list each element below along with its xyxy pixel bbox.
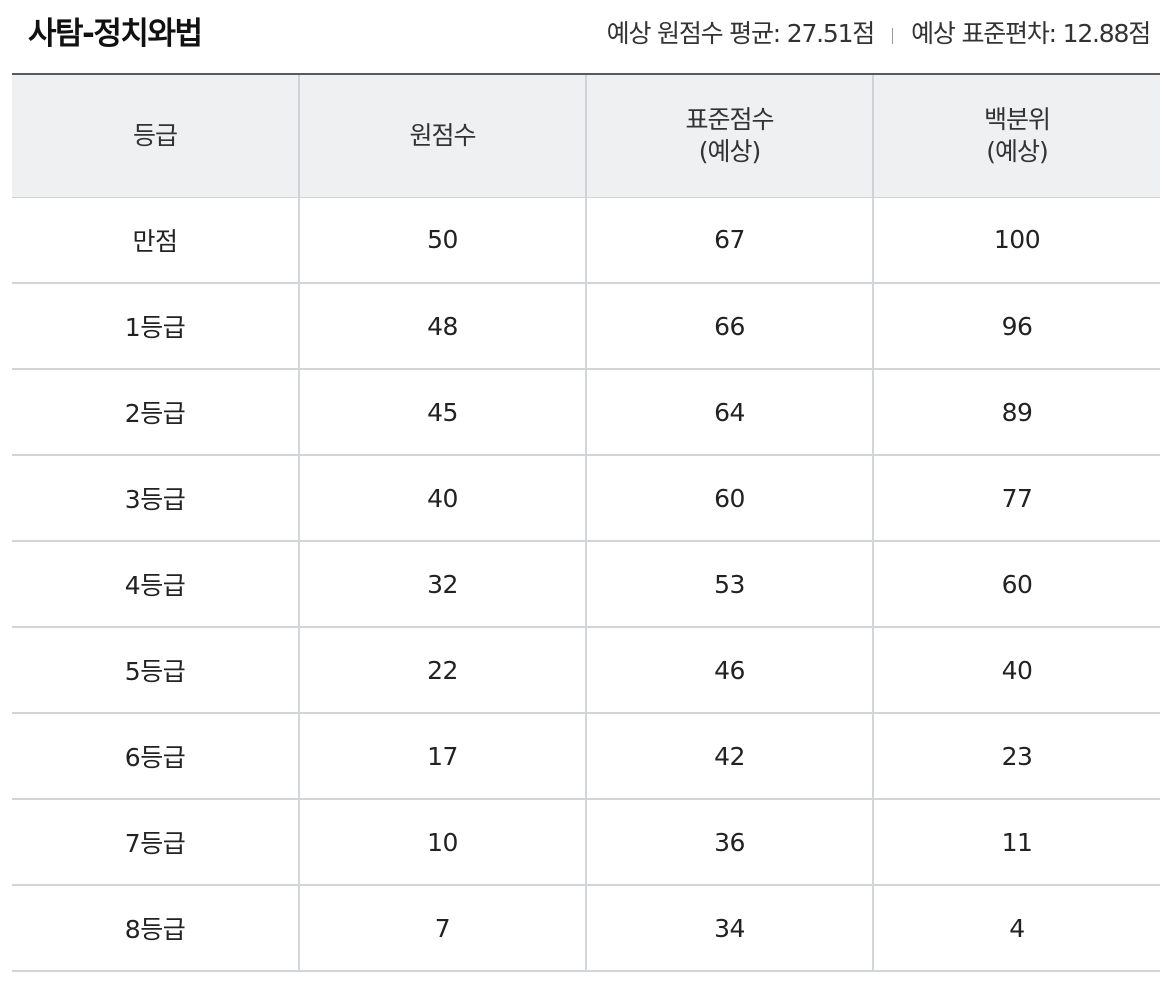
- grade-table: 등급 원점수 표준점수 (예상) 백분위 (예상) 만점 50 67 100 1등급 48…: [12, 73, 1160, 972]
- table-row: 7등급 10 36 11: [12, 799, 1160, 886]
- standard-score-cell: 60: [585, 455, 873, 542]
- page-title: 사탐-정치와법: [28, 16, 203, 52]
- percentile-cell: 11: [872, 799, 1160, 886]
- header: 사탐-정치와법 예상 원점수 평균: 27.51점 예상 표준편차: 12.88…: [0, 0, 1170, 74]
- standard-score-cell: 36: [585, 799, 873, 886]
- table-row: 4등급 32 53 60: [12, 541, 1160, 628]
- percentile-cell: 4: [872, 885, 1160, 972]
- grade-cell: 6등급: [12, 713, 299, 800]
- table-row: 2등급 45 64 89: [12, 369, 1160, 456]
- percentile-cell: 60: [872, 541, 1160, 628]
- table-row: 8등급 7 34 4: [12, 885, 1160, 972]
- grade-table-body: 만점 50 67 100 1등급 48 66 96 2등급 45 64 89 3등급 40 60 77 4등급 3…: [12, 197, 1160, 972]
- column-header-sublabel: (예상): [698, 136, 762, 166]
- grade-cell: 2등급: [12, 369, 299, 456]
- percentile-cell: 89: [872, 369, 1160, 456]
- percentile-cell: 100: [872, 197, 1160, 284]
- standard-score-cell: 66: [585, 283, 873, 370]
- raw-score-cell: 10: [298, 799, 586, 886]
- percentile-cell: 77: [872, 455, 1160, 542]
- table-row: 1등급 48 66 96: [12, 283, 1160, 370]
- stat-divider: [892, 28, 894, 44]
- column-header-label: 원점수: [409, 120, 476, 150]
- column-header-percentile: 백분위 (예상): [872, 73, 1160, 198]
- column-header-raw-score: 원점수: [298, 73, 586, 198]
- raw-score-cell: 40: [298, 455, 586, 542]
- header-row: 등급 원점수 표준점수 (예상) 백분위 (예상): [12, 73, 1160, 198]
- raw-score-cell: 22: [298, 627, 586, 714]
- grade-cell: 3등급: [12, 455, 299, 542]
- column-header-label: 표준점수: [685, 104, 774, 134]
- score-stats: 예상 원점수 평균: 27.51점 예상 표준편차: 12.88점: [606, 14, 1152, 54]
- grade-cell: 4등급: [12, 541, 299, 628]
- table-row: 만점 50 67 100: [12, 197, 1160, 284]
- percentile-cell: 96: [872, 283, 1160, 370]
- average-score-stat: 예상 원점수 평균: 27.51점: [606, 19, 876, 48]
- raw-score-cell: 7: [298, 885, 586, 972]
- column-header-label: 백분위: [983, 104, 1051, 134]
- grade-cell: 8등급: [12, 885, 299, 972]
- column-header-grade: 등급: [12, 73, 299, 198]
- grade-cell: 1등급: [12, 283, 299, 370]
- raw-score-cell: 17: [298, 713, 586, 800]
- percentile-cell: 23: [872, 713, 1160, 800]
- grade-cell: 만점: [12, 197, 299, 284]
- standard-score-cell: 53: [585, 541, 873, 628]
- grade-table-head: 등급 원점수 표준점수 (예상) 백분위 (예상): [12, 73, 1160, 198]
- raw-score-cell: 50: [298, 197, 586, 284]
- standard-score-cell: 46: [585, 627, 873, 714]
- grade-cell: 5등급: [12, 627, 299, 714]
- column-header-standard-score: 표준점수 (예상): [585, 73, 873, 198]
- column-header-sublabel: (예상): [986, 136, 1049, 166]
- table-row: 3등급 40 60 77: [12, 455, 1160, 542]
- standard-score-cell: 42: [585, 713, 873, 800]
- grade-cell: 7등급: [12, 799, 299, 886]
- percentile-cell: 40: [872, 627, 1160, 714]
- raw-score-cell: 48: [298, 283, 586, 370]
- raw-score-cell: 32: [298, 541, 586, 628]
- table-row: 5등급 22 46 40: [12, 627, 1160, 714]
- standard-score-cell: 34: [585, 885, 873, 972]
- standard-score-cell: 64: [585, 369, 873, 456]
- table-row: 6등급 17 42 23: [12, 713, 1160, 800]
- standard-score-cell: 67: [585, 197, 873, 284]
- column-header-label: 등급: [132, 120, 178, 150]
- raw-score-cell: 45: [298, 369, 586, 456]
- standard-deviation-stat: 예상 표준편차: 12.88점: [911, 19, 1151, 48]
